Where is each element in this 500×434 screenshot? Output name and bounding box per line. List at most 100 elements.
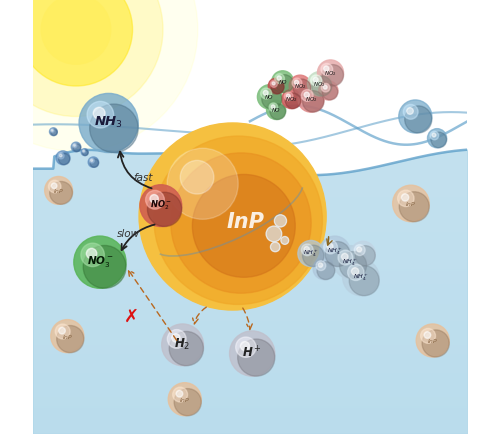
Bar bbox=[32, 141, 468, 143]
Bar bbox=[32, 373, 468, 375]
Bar bbox=[32, 137, 468, 139]
Bar bbox=[32, 228, 468, 230]
Circle shape bbox=[428, 129, 446, 148]
Bar bbox=[32, 98, 468, 100]
Bar bbox=[32, 323, 468, 326]
Circle shape bbox=[314, 78, 318, 83]
Bar bbox=[32, 89, 468, 91]
Circle shape bbox=[260, 89, 272, 100]
Circle shape bbox=[52, 130, 53, 132]
Bar bbox=[32, 46, 468, 48]
Bar bbox=[32, 423, 468, 425]
Circle shape bbox=[236, 337, 256, 358]
Bar bbox=[32, 65, 468, 67]
Bar bbox=[32, 193, 468, 195]
Circle shape bbox=[317, 262, 335, 280]
Text: ✗: ✗ bbox=[124, 307, 139, 325]
Bar bbox=[32, 317, 468, 319]
Bar bbox=[32, 306, 468, 308]
Circle shape bbox=[348, 264, 364, 281]
Bar bbox=[32, 358, 468, 360]
Circle shape bbox=[310, 76, 322, 87]
Text: InP: InP bbox=[180, 397, 190, 402]
Circle shape bbox=[55, 324, 70, 339]
Text: NO$_2$: NO$_2$ bbox=[285, 95, 298, 104]
Circle shape bbox=[271, 105, 275, 109]
Bar bbox=[32, 406, 468, 408]
Bar bbox=[32, 386, 468, 388]
Text: NO$_2$: NO$_2$ bbox=[304, 95, 317, 104]
Bar bbox=[32, 278, 468, 280]
Bar bbox=[32, 273, 468, 276]
Bar bbox=[32, 24, 468, 26]
Circle shape bbox=[171, 154, 311, 293]
Bar bbox=[32, 9, 468, 11]
Bar bbox=[32, 115, 468, 117]
Circle shape bbox=[322, 66, 344, 87]
Circle shape bbox=[274, 75, 284, 84]
Circle shape bbox=[50, 129, 54, 133]
Text: NO: NO bbox=[278, 79, 287, 85]
Circle shape bbox=[58, 154, 70, 165]
Circle shape bbox=[292, 79, 302, 89]
Circle shape bbox=[167, 149, 238, 220]
Circle shape bbox=[321, 64, 332, 76]
Bar bbox=[32, 345, 468, 347]
Bar bbox=[32, 78, 468, 80]
Text: fast: fast bbox=[134, 173, 153, 183]
Bar bbox=[32, 93, 468, 95]
Circle shape bbox=[56, 151, 70, 165]
Bar bbox=[32, 349, 468, 352]
Circle shape bbox=[192, 175, 296, 278]
Text: slow: slow bbox=[116, 229, 140, 238]
Circle shape bbox=[263, 91, 268, 96]
Bar bbox=[32, 2, 468, 4]
Circle shape bbox=[48, 181, 61, 193]
Bar bbox=[32, 252, 468, 254]
Circle shape bbox=[293, 80, 311, 98]
Bar bbox=[32, 241, 468, 243]
Circle shape bbox=[58, 153, 64, 160]
Bar bbox=[32, 367, 468, 369]
Circle shape bbox=[281, 237, 288, 245]
Circle shape bbox=[342, 254, 348, 260]
Bar bbox=[32, 414, 468, 417]
Circle shape bbox=[398, 191, 414, 207]
Bar bbox=[32, 72, 468, 74]
Bar bbox=[32, 178, 468, 180]
Circle shape bbox=[73, 145, 81, 152]
Circle shape bbox=[172, 334, 180, 342]
Circle shape bbox=[266, 101, 285, 120]
Circle shape bbox=[432, 134, 436, 138]
Bar bbox=[32, 41, 468, 43]
Bar bbox=[32, 150, 468, 152]
Circle shape bbox=[44, 177, 72, 205]
Text: NO: NO bbox=[266, 95, 274, 100]
Circle shape bbox=[312, 77, 332, 97]
Bar bbox=[32, 237, 468, 239]
Bar bbox=[32, 152, 468, 154]
Text: NO$_2$: NO$_2$ bbox=[314, 80, 326, 89]
Circle shape bbox=[322, 85, 338, 101]
Text: NH$_4^+$: NH$_4^+$ bbox=[303, 248, 318, 258]
Circle shape bbox=[316, 261, 326, 271]
Bar bbox=[32, 200, 468, 202]
Circle shape bbox=[82, 150, 86, 153]
Text: NO$_2$: NO$_2$ bbox=[294, 82, 306, 91]
Bar bbox=[32, 165, 468, 167]
Circle shape bbox=[272, 72, 293, 93]
Circle shape bbox=[416, 324, 449, 357]
Bar bbox=[32, 104, 468, 106]
Circle shape bbox=[351, 242, 376, 266]
Circle shape bbox=[86, 249, 97, 259]
Text: InP: InP bbox=[226, 211, 264, 231]
Bar bbox=[32, 54, 468, 56]
Circle shape bbox=[420, 329, 436, 343]
Bar bbox=[32, 395, 468, 397]
Bar bbox=[32, 145, 468, 148]
Bar bbox=[32, 382, 468, 384]
Bar bbox=[32, 347, 468, 349]
Circle shape bbox=[342, 260, 379, 296]
Bar bbox=[32, 189, 468, 191]
Circle shape bbox=[318, 263, 322, 268]
